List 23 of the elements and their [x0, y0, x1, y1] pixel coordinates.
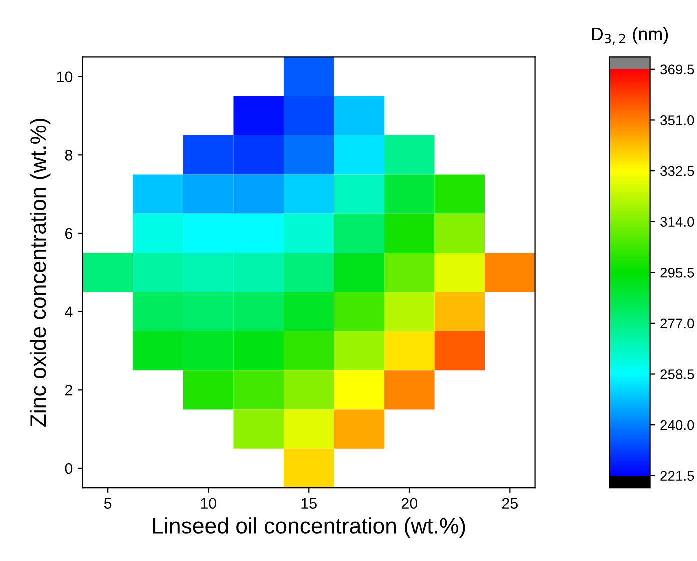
color-bar-label: 221.5	[660, 471, 694, 482]
y-tick-label: 4	[65, 306, 73, 318]
x-axis-title: Linseed oil concentration (wt.%)	[153, 518, 466, 538]
color-bar-label: 332.5	[660, 166, 694, 176]
x-tick-label: 5	[104, 498, 112, 510]
color-bar-label: 258.5	[660, 370, 694, 380]
x-tick-label: 25	[502, 498, 518, 510]
color-bar-label: 295.5	[660, 268, 694, 278]
y-tick-label: 8	[65, 150, 73, 161]
color-bar-label: 240.0	[660, 420, 694, 430]
y-tick-label: 0	[65, 463, 73, 474]
x-tick-label: 20	[402, 498, 418, 510]
y-axis-title: Zinc oxide concentration (wt.%)	[30, 119, 51, 427]
y-tick-label: 6	[66, 228, 73, 240]
y-tick-label: 10	[57, 72, 73, 82]
y-tick-label: 2	[65, 385, 72, 396]
x-tick-label: 15	[302, 498, 317, 510]
color-bar-label: 369.5	[660, 64, 694, 75]
color-bar-label: 314.0	[660, 217, 694, 228]
color-bar-label: 277.0	[660, 318, 694, 329]
color-bar-title: D$_{3,2}$ (nm)	[592, 27, 668, 45]
x-tick-label: 10	[201, 498, 216, 510]
color-bar-label: 351.0	[660, 116, 694, 126]
